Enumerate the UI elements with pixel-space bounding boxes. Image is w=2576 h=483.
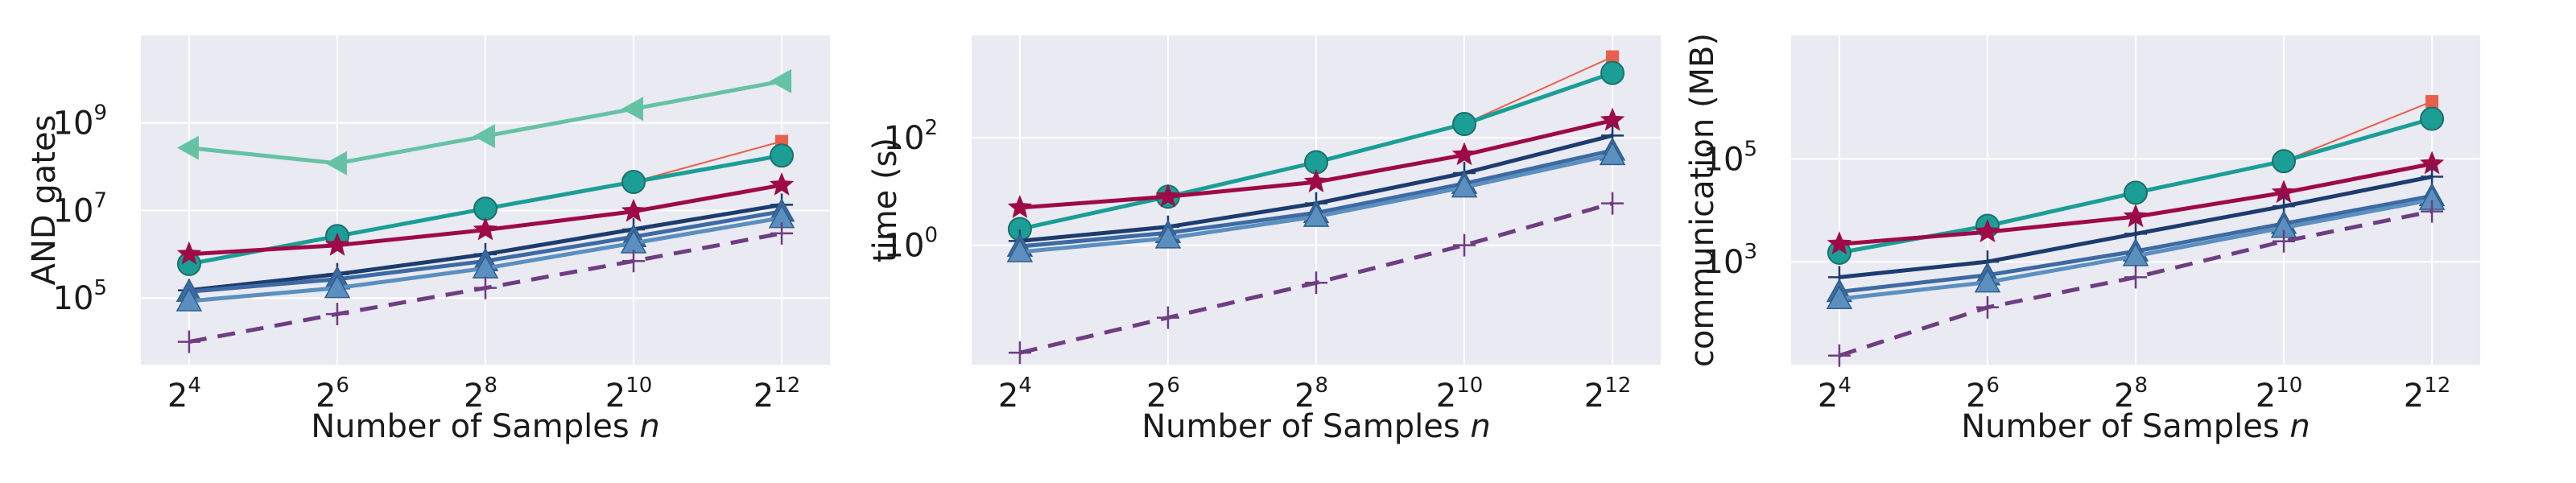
x-tick-label: 212 [753,374,801,415]
data-point [770,143,795,168]
data-point [1826,285,1853,310]
data-point [1302,203,1330,227]
data-point [1975,219,2000,242]
chart-panel-2: 24 26 28 210 212 100 102 Number of Samples n tim… [867,35,1661,445]
series-3 [1827,151,2445,255]
data-point [769,171,795,196]
data-point [622,250,646,273]
x-tick-label: 210 [1436,374,1484,415]
data-point [473,124,495,149]
data-point [1453,233,1476,257]
data-point [1601,192,1624,215]
x-tick-label: 210 [605,374,653,415]
data-point [2124,180,2148,205]
data-point [770,221,794,245]
data-point [1599,141,1626,166]
data-point [1156,306,1179,329]
y-tick-label: 100 [884,224,938,265]
x-tick-label: 24 [998,374,1032,415]
data-point [2419,151,2445,175]
series-6 [1006,141,1626,262]
y-axis-label: communication (MB) [1684,33,1721,367]
data-point [1007,195,1033,218]
data-point [1974,269,2001,293]
series-1 [176,68,792,175]
data-point [1600,107,1625,131]
y-tick-label: 102 [884,116,938,157]
x-tick-label: 24 [1818,374,1852,415]
series-6 [1826,186,2446,310]
data-point [1451,174,1478,198]
series-7 [175,204,795,312]
x-tick-label: 26 [316,374,349,415]
data-point [2272,149,2297,174]
data-point [621,97,644,122]
data-point [2271,180,2297,204]
x-tick-label: 28 [1294,374,1328,415]
data-point [324,275,351,299]
data-point [176,135,199,160]
data-point [2425,95,2439,109]
y-tick-label: 103 [1703,240,1757,281]
data-point [2122,242,2149,266]
data-point [1827,231,1852,255]
series-3 [1007,107,1625,218]
chart-panel-1: 24 26 28 210 212 105 107 109 Number of Samples n… [26,35,830,445]
data-point [177,330,200,353]
y-tick-label: 105 [1703,137,1757,178]
data-point [175,287,203,312]
y-axis-label: time (s) [867,138,904,262]
data-point [1303,169,1329,192]
data-point [1827,344,1851,367]
data-point [2124,266,2147,289]
data-point [1975,295,1999,319]
y-tick-label: 105 [53,276,107,317]
data-point [1006,238,1034,262]
data-point [1451,142,1477,166]
data-point [1606,50,1620,64]
chart-panel-3: 24 26 28 210 212 103 105 Number of Samples n com… [1684,33,2480,445]
x-tick-label: 212 [1584,374,1632,415]
x-tick-label: 28 [464,374,497,415]
data-point [770,68,792,93]
data-point [2273,229,2296,253]
series-7 [1008,192,1624,365]
data-point [621,198,646,222]
x-axis-label: Number of Samples n [1961,408,2310,445]
y-tick-label: 107 [53,188,107,229]
x-axis-label: Number of Samples n [311,408,660,445]
data-point [325,303,349,326]
x-tick-label: 26 [1146,374,1180,415]
data-point [473,217,498,241]
data-point [1600,60,1625,85]
data-point [324,151,347,175]
data-point [621,169,646,194]
y-tick-label: 109 [53,101,107,142]
y-axis-label: AND gates [26,115,63,286]
x-tick-label: 28 [2114,374,2148,415]
x-tick-label: 212 [2404,374,2451,415]
series-7 [1827,200,2444,367]
data-point [1008,341,1031,365]
data-point [2420,106,2445,131]
data-point [474,276,497,299]
data-point [1452,112,1477,137]
data-point [1305,271,1327,295]
data-point [176,241,202,265]
x-tick-label: 26 [1966,374,2000,415]
data-point [473,196,497,221]
data-point [324,232,350,256]
x-tick-label: 24 [167,374,201,415]
x-axis-label: Number of Samples n [1141,408,1491,445]
data-point [2123,204,2149,228]
series-4 [176,171,795,265]
data-point [2421,200,2444,223]
data-point [1154,225,1182,249]
series-8 [177,221,794,353]
data-point [1155,184,1181,208]
x-tick-label: 210 [2256,374,2303,415]
